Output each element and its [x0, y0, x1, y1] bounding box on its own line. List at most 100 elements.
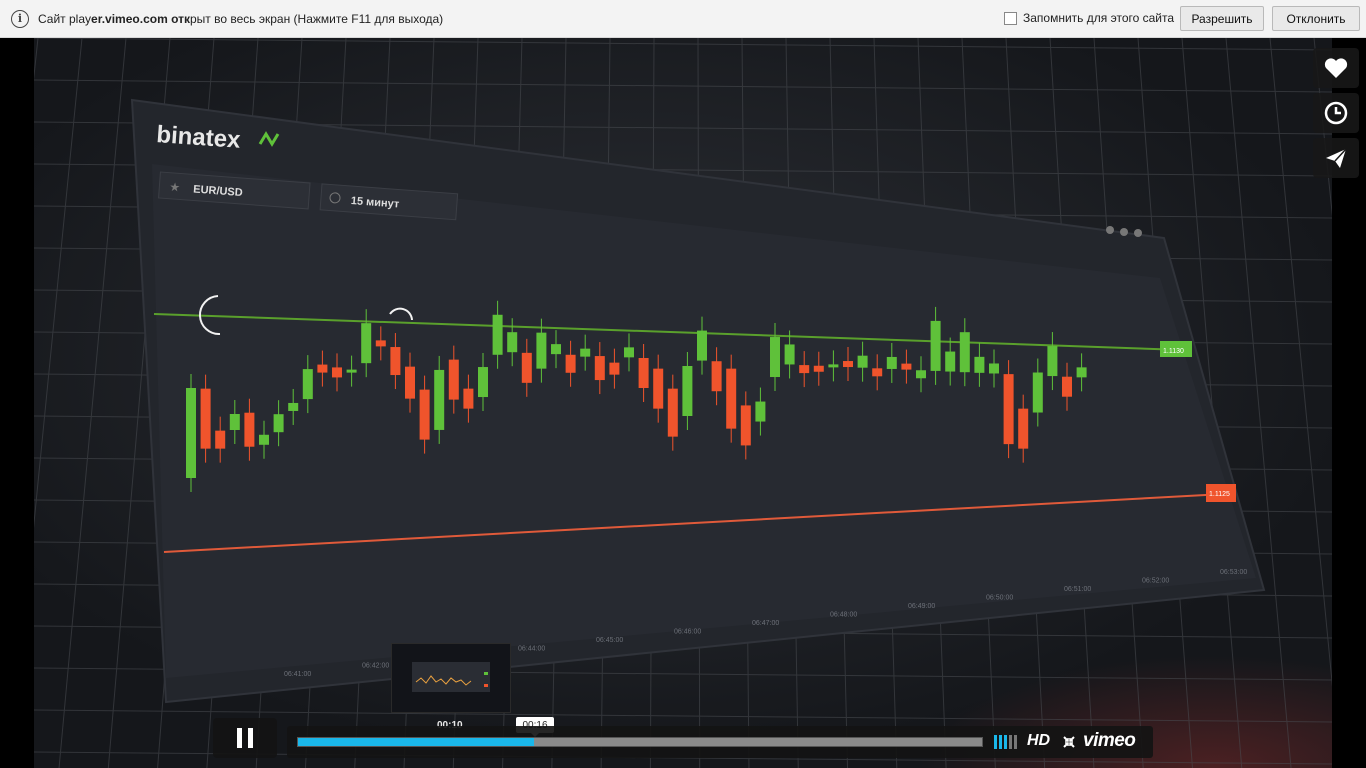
candle-body — [244, 412, 255, 447]
candle-body — [507, 332, 518, 353]
vimeo-logo[interactable]: vimeo — [1083, 730, 1136, 751]
video-scene: binatex ★ EUR/USD 15 минут 1.1130 1.1125 — [34, 38, 1332, 768]
clock-icon — [1324, 101, 1348, 125]
candle-body — [857, 355, 868, 368]
resistance-line — [153, 313, 1185, 351]
time-axis-label: 06:50:00 — [986, 595, 1013, 602]
time-axis-label: 06:44:00 — [518, 646, 545, 653]
remember-checkbox[interactable] — [1004, 11, 1017, 25]
candle-body — [872, 368, 883, 377]
info-icon: i — [11, 9, 29, 28]
candle-body — [200, 388, 211, 449]
candle-body — [259, 434, 269, 445]
resistance-tag — [1160, 341, 1192, 357]
candle-body — [828, 364, 839, 368]
candle-body — [1018, 408, 1029, 449]
watch-later-button[interactable] — [1313, 93, 1359, 133]
progress-loaded — [298, 738, 982, 746]
time-axis-label: 06:45:00 — [596, 637, 623, 644]
message-mid: отк — [167, 11, 190, 26]
video-area[interactable]: binatex ★ EUR/USD 15 минут 1.1130 1.1125 — [0, 38, 1366, 768]
candle-body — [624, 347, 634, 358]
remember-option[interactable]: Запомнить для этого сайта — [1004, 11, 1174, 25]
candle-body — [916, 370, 926, 379]
candle-body — [726, 368, 737, 429]
candle-body — [551, 344, 561, 355]
support-tag — [1206, 484, 1236, 502]
player-control-bar: HD vimeo — [287, 726, 1153, 758]
support-tag-text: 1.1125 — [1209, 491, 1230, 498]
candle-body — [930, 320, 941, 371]
scrub-preview-thumbnail — [391, 643, 511, 713]
video-frame[interactable]: binatex ★ EUR/USD 15 минут 1.1130 1.1125 — [34, 38, 1332, 768]
candle-body — [784, 344, 795, 365]
time-axis-label: 06:46:00 — [674, 629, 701, 636]
brand-logo: binatex — [156, 121, 242, 154]
volume-bar[interactable] — [1014, 735, 1017, 749]
paper-plane-icon — [1326, 148, 1347, 168]
candle-body — [1076, 367, 1087, 378]
time-axis-label: 06:47:00 — [752, 620, 779, 627]
candle-body — [215, 430, 226, 449]
touch-marker-1 — [198, 295, 221, 336]
candle-body — [697, 330, 707, 361]
fullscreen-exit-icon[interactable] — [1063, 736, 1075, 748]
candle-body — [755, 401, 766, 422]
fullscreen-message: Сайт player.vimeo.com открыт во весь экр… — [38, 12, 443, 26]
candle-body — [463, 388, 474, 409]
candle-body — [302, 369, 313, 400]
candle-body — [317, 364, 328, 373]
candle-body — [711, 361, 722, 392]
hd-button[interactable]: HD — [1027, 732, 1051, 749]
candle-body — [989, 363, 999, 374]
candle-body — [361, 323, 372, 364]
candle-body — [667, 388, 678, 437]
volume-control[interactable] — [994, 735, 1019, 749]
chart-area — [152, 164, 1256, 678]
candle-body — [521, 352, 532, 383]
candle-body — [448, 359, 459, 400]
candle-body — [653, 368, 664, 409]
resistance-tag-text: 1.1130 — [1163, 348, 1184, 355]
candle-body — [405, 366, 415, 399]
candle-body — [346, 369, 357, 373]
candle-body — [813, 365, 824, 372]
candle-body — [419, 389, 430, 440]
message-domain: er.vimeo.com — [91, 11, 168, 26]
like-button[interactable] — [1313, 48, 1359, 88]
candle-body — [770, 337, 780, 378]
fullscreen-permission-bar: i Сайт player.vimeo.com открыт во весь э… — [0, 0, 1366, 38]
volume-bar[interactable] — [1009, 735, 1012, 749]
candle-body — [229, 414, 240, 430]
time-axis-label: 06:41:00 — [284, 671, 311, 678]
progress-bar[interactable] — [297, 737, 983, 747]
candle-body — [580, 348, 591, 357]
volume-bar[interactable] — [1004, 735, 1007, 749]
timeframe-label: 15 минут — [350, 195, 400, 211]
message-prefix: Сайт play — [38, 11, 92, 26]
candle-body — [1062, 376, 1072, 397]
candle-body — [536, 332, 547, 369]
candle-body — [375, 340, 386, 347]
hover-time-label: 00:10 — [437, 720, 463, 731]
volume-bar[interactable] — [994, 735, 997, 749]
allow-button[interactable]: Разрешить — [1180, 6, 1264, 31]
deny-button[interactable]: Отклонить — [1272, 6, 1360, 31]
message-suffix: рыт во весь экран (Нажмите F11 для выход… — [190, 11, 444, 26]
panel-dots — [1106, 226, 1142, 237]
pair-label: EUR/USD — [193, 183, 243, 199]
clock-small-icon — [329, 192, 341, 204]
pause-button[interactable] — [213, 718, 277, 758]
candle-body — [186, 388, 196, 478]
candle-body — [638, 358, 649, 388]
time-axis-label: 06:51:00 — [1064, 586, 1091, 593]
candle-body — [288, 402, 299, 411]
volume-bar[interactable] — [999, 735, 1002, 749]
share-button[interactable] — [1313, 138, 1359, 178]
candle-body — [332, 367, 342, 378]
time-axis-label: 06:52:00 — [1142, 578, 1169, 585]
candle-body — [565, 354, 576, 373]
star-icon: ★ — [169, 180, 181, 195]
time-axis-label: 06:49:00 — [908, 603, 935, 610]
candle-body — [901, 363, 912, 370]
